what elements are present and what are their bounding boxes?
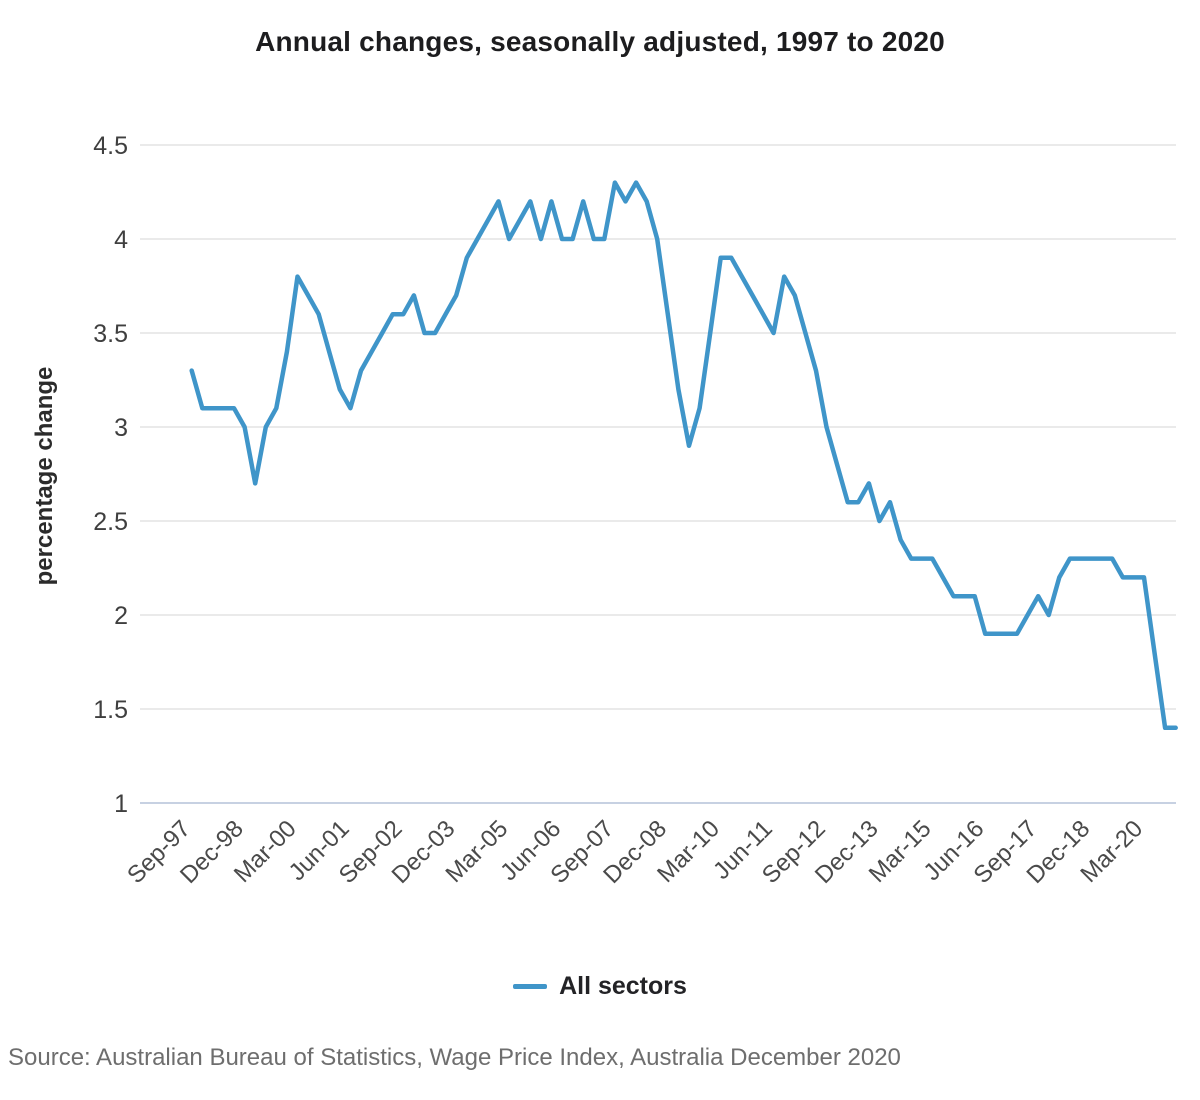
chart-title: Annual changes, seasonally adjusted, 199… [255,26,945,57]
y-tick-label: 2.5 [93,508,128,536]
legend-line-swatch-icon [513,984,548,989]
y-tick-label: 1 [114,790,128,818]
source-note: Source: Australian Bureau of Statistics,… [8,1044,901,1071]
series-line-all-sectors [189,180,1178,731]
y-tick-label: 1.5 [93,696,128,724]
y-tick-label: 4 [114,226,128,254]
y-axis-title: percentage change [31,367,58,586]
legend-series-label: All sectors [559,972,687,1000]
y-tick-label: 4.5 [93,132,128,160]
legend: All sectors [0,972,1200,1001]
y-tick-label: 3 [114,414,128,442]
y-tick-label: 3.5 [93,320,128,348]
y-tick-label: 2 [114,602,128,630]
